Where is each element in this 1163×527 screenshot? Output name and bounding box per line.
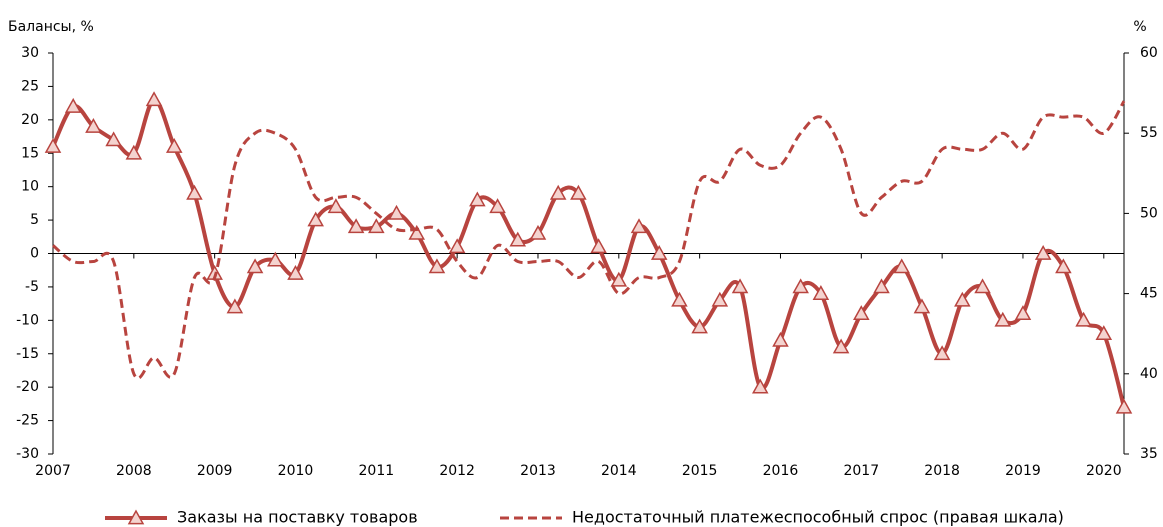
point-marker — [1034, 244, 1052, 260]
point-marker — [570, 184, 587, 200]
y-tick-label: -5 — [25, 279, 39, 295]
point-marker — [1075, 311, 1092, 327]
point-marker — [832, 338, 850, 354]
y-tick-label: -20 — [16, 379, 39, 395]
x-tick-label: 2018 — [924, 463, 960, 479]
x-tick-label: 2013 — [520, 463, 556, 479]
x-tick-label: 2009 — [197, 463, 233, 479]
point-marker — [85, 117, 102, 133]
y-tick-label: -15 — [16, 346, 39, 362]
x-tick-label: 2015 — [682, 463, 718, 479]
x-tick-label: 2008 — [116, 463, 152, 479]
y-tick-label: 10 — [21, 179, 39, 195]
y-tick-label: -30 — [16, 446, 39, 462]
legend-label: Недостаточный платежеспособный спрос (пр… — [572, 508, 1064, 527]
point-marker — [408, 224, 426, 240]
legend-marker — [127, 509, 145, 525]
point-marker — [246, 258, 264, 274]
y-tick-label: -10 — [16, 312, 39, 328]
point-marker — [64, 97, 82, 113]
point-marker — [590, 238, 607, 254]
point-marker — [772, 331, 789, 347]
point-marker — [287, 265, 304, 280]
y-tick-label: 20 — [21, 112, 39, 128]
y2-tick-label: 35 — [1140, 446, 1158, 462]
point-marker — [509, 231, 527, 247]
x-tick-label: 2017 — [843, 463, 879, 479]
x-tick-label: 2007 — [35, 463, 71, 479]
point-marker — [711, 291, 729, 307]
point-marker — [469, 191, 486, 207]
point-marker — [307, 211, 324, 227]
point-marker — [994, 311, 1012, 327]
point-marker — [853, 305, 870, 320]
point-marker — [267, 251, 284, 267]
point-marker — [792, 278, 809, 294]
y2-tick-label: 45 — [1140, 286, 1158, 302]
point-marker — [913, 298, 931, 314]
point-marker — [489, 198, 506, 214]
x-tick-label: 2019 — [1005, 463, 1041, 479]
point-marker — [1014, 305, 1032, 320]
x-tick-label: 2014 — [601, 463, 637, 479]
point-marker — [105, 131, 122, 147]
x-tick-label: 2012 — [439, 463, 475, 479]
point-marker — [933, 345, 951, 361]
line-series — [52, 100, 1126, 380]
point-marker — [1055, 258, 1072, 274]
x-tick-label: 2020 — [1086, 463, 1122, 479]
point-marker — [1115, 398, 1133, 414]
x-tick-label: 2010 — [278, 463, 314, 479]
point-marker — [650, 244, 668, 260]
point-marker — [347, 218, 365, 234]
point-marker — [165, 138, 183, 153]
point-marker — [751, 378, 769, 394]
point-marker — [691, 318, 708, 334]
point-marker — [1095, 325, 1113, 341]
y2-tick-label: 50 — [1140, 205, 1158, 221]
y-tick-label: 30 — [21, 45, 39, 61]
y2-tick-label: 40 — [1140, 366, 1158, 382]
point-marker — [812, 285, 830, 300]
point-marker — [731, 278, 749, 294]
point-marker — [671, 291, 688, 307]
y2-axis-label: % — [1133, 19, 1146, 35]
x-tick-label: 2016 — [763, 463, 799, 479]
point-marker — [873, 278, 890, 294]
point-marker — [428, 258, 446, 274]
y2-tick-label: 55 — [1140, 125, 1158, 141]
y-tick-label: 25 — [21, 78, 39, 94]
y-tick-label: -25 — [16, 413, 39, 429]
point-marker — [529, 224, 547, 240]
point-marker — [610, 271, 628, 287]
point-marker — [893, 258, 910, 274]
point-marker — [125, 144, 143, 160]
y-tick-label: 15 — [21, 145, 39, 161]
point-marker — [145, 91, 163, 107]
y-axis-label: Балансы, % — [8, 19, 94, 35]
y2-tick-label: 60 — [1140, 45, 1158, 61]
legend-label: Заказы на поставку товаров — [177, 508, 418, 527]
x-tick-label: 2011 — [359, 463, 395, 479]
point-marker — [226, 298, 244, 314]
point-marker — [186, 184, 203, 200]
point-marker — [549, 184, 567, 200]
y-tick-label: 5 — [30, 212, 39, 228]
point-marker — [448, 238, 466, 254]
y-tick-label: 0 — [30, 246, 39, 262]
point-marker — [974, 278, 991, 294]
point-marker — [368, 218, 385, 234]
point-marker — [954, 291, 971, 307]
point-marker — [44, 138, 62, 153]
point-marker — [388, 204, 405, 220]
point-marker — [327, 198, 345, 214]
point-marker — [630, 218, 648, 234]
